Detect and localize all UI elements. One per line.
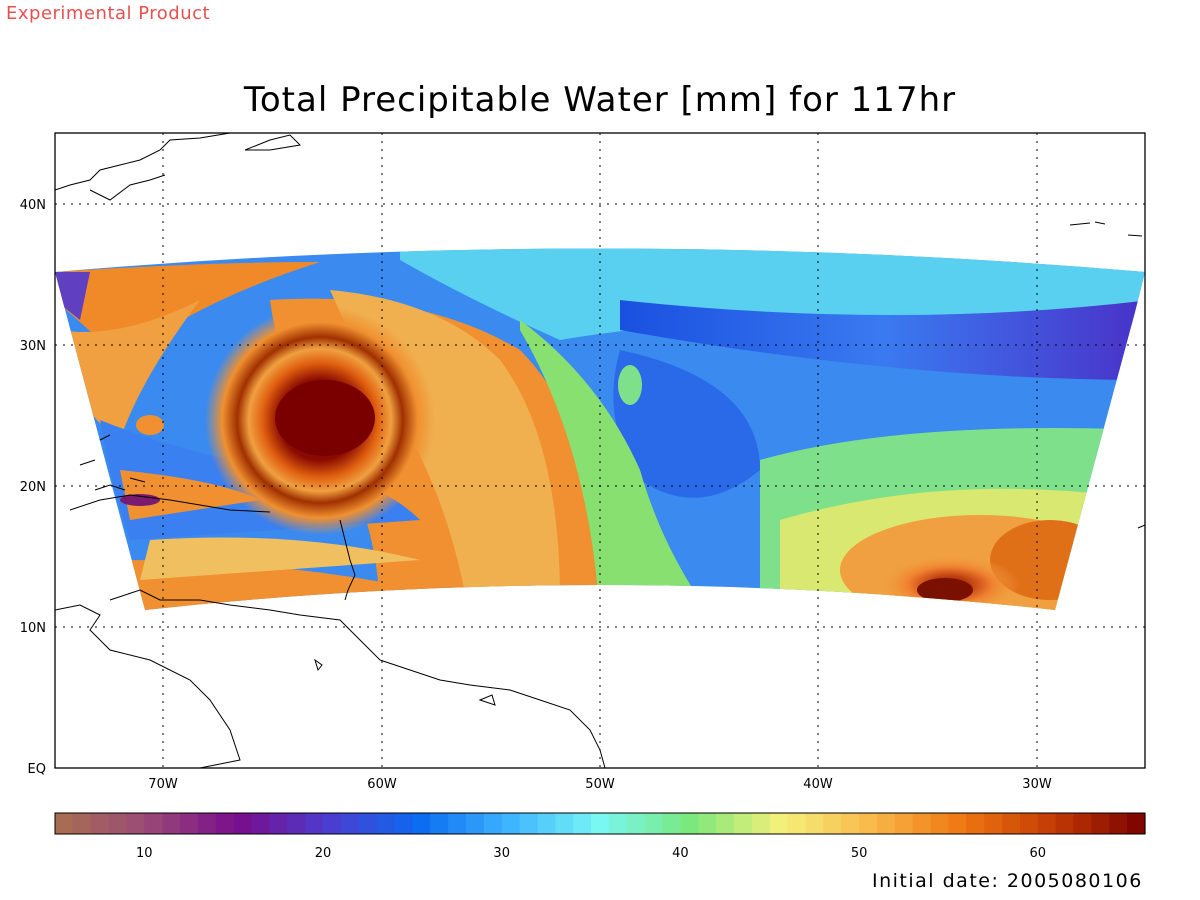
colorbar-cell — [1091, 813, 1110, 834]
colorbar-frame — [54, 812, 1146, 835]
colorbar-cell — [698, 813, 717, 834]
colorbar-cell — [1019, 813, 1039, 834]
colorbar-cell — [912, 813, 932, 834]
colorbar-cell — [376, 813, 396, 834]
colorbar-cell — [680, 813, 699, 834]
colorbar-cell — [948, 813, 967, 834]
colorbar-labels: 10 20 30 40 50 60 — [136, 846, 1046, 861]
colorbar-cell — [144, 813, 163, 834]
colorbar-cell — [287, 813, 306, 834]
colorbar-cell — [305, 813, 324, 834]
colorbar-cell — [930, 813, 950, 834]
colorbar-cell — [787, 813, 807, 834]
colorbar-tick-60: 60 — [1030, 846, 1047, 861]
lon-label-40w: 40W — [803, 777, 833, 792]
colorbar-cell — [126, 813, 145, 834]
colorbar-cell — [555, 813, 574, 834]
colorbar-cell — [751, 813, 771, 834]
colorbar-cell — [876, 813, 896, 834]
colorbar-cell — [251, 813, 271, 834]
lat-label-30n: 30N — [20, 339, 46, 354]
colorbar-cell — [591, 813, 610, 834]
colorbar-tick-40: 40 — [672, 846, 689, 861]
colorbar-cell — [823, 813, 842, 834]
colorbar-cell — [430, 813, 449, 834]
colorbar-cell — [966, 813, 985, 834]
colorbar-cell — [769, 813, 789, 834]
lat-label-20n: 20N — [20, 480, 46, 495]
colorbar-cell — [662, 813, 682, 834]
colorbar-tick-10: 10 — [136, 846, 153, 861]
lon-label-50w: 50W — [585, 777, 615, 792]
lat-label-10n: 10N — [20, 621, 46, 636]
colorbar-cell — [859, 813, 878, 834]
colorbar-cell — [1055, 813, 1075, 834]
colorbar-cell — [180, 813, 199, 834]
colorbar-cell — [626, 813, 646, 834]
colorbar-cell — [1037, 813, 1057, 834]
colorbar-cell — [1073, 813, 1092, 834]
coastlines — [55, 133, 1145, 768]
colorbar-cell — [108, 813, 128, 834]
longitude-labels: 70W 60W 50W 40W 30W — [148, 777, 1052, 792]
colorbar-cells — [55, 813, 1146, 834]
graticule — [55, 133, 1145, 768]
colorbar-cell — [894, 813, 914, 834]
colorbar-cell — [984, 813, 1003, 834]
colorbar-cell — [716, 813, 735, 834]
colorbar-cell — [340, 813, 360, 834]
colorbar-cell — [448, 813, 467, 834]
lon-label-30w: 30W — [1022, 777, 1052, 792]
colorbar-cell — [1002, 813, 1021, 834]
colorbar-cell — [465, 813, 485, 834]
experimental-product-label: Experimental Product — [6, 3, 211, 24]
initial-date-label: Initial date: 2005080106 — [872, 870, 1143, 892]
colorbar-cell — [644, 813, 664, 834]
colorbar-cell — [501, 813, 521, 834]
colorbar-tick-20: 20 — [315, 846, 332, 861]
colorbar-cell — [573, 813, 592, 834]
colorbar-cell — [72, 813, 92, 834]
colorbar-cell — [394, 813, 413, 834]
colorbar-tick-50: 50 — [851, 846, 868, 861]
latitude-labels: 40N 30N 20N 10N EQ — [20, 198, 46, 777]
colorbar-cell — [537, 813, 556, 834]
colorbar-cell — [197, 813, 217, 834]
colorbar-cell — [323, 813, 342, 834]
colorbar-cell — [233, 813, 253, 834]
colorbar-cell — [1109, 813, 1128, 834]
map-title: Total Precipitable Water [mm] for 117hr — [243, 80, 957, 120]
lon-label-70w: 70W — [148, 777, 178, 792]
lat-label-eq: EQ — [28, 762, 46, 777]
colorbar-cell — [608, 813, 628, 834]
colorbar-cell — [734, 813, 753, 834]
colorbar-cell — [269, 813, 288, 834]
colorbar-tick-30: 30 — [493, 846, 510, 861]
colorbar-cell — [841, 813, 860, 834]
colorbar-cell — [412, 813, 431, 834]
colorbar: 10 20 30 40 50 60 — [54, 812, 1146, 861]
colorbar-cell — [55, 813, 74, 834]
colorbar-cell — [162, 813, 181, 834]
colorbar-cell — [358, 813, 378, 834]
lat-label-40n: 40N — [20, 198, 46, 213]
colorbar-cell — [483, 813, 503, 834]
lon-label-60w: 60W — [367, 777, 397, 792]
colorbar-cell — [805, 813, 824, 834]
colorbar-cell — [519, 813, 539, 834]
colorbar-cell — [215, 813, 235, 834]
colorbar-cell — [90, 813, 110, 834]
colorbar-cell — [1127, 813, 1146, 834]
